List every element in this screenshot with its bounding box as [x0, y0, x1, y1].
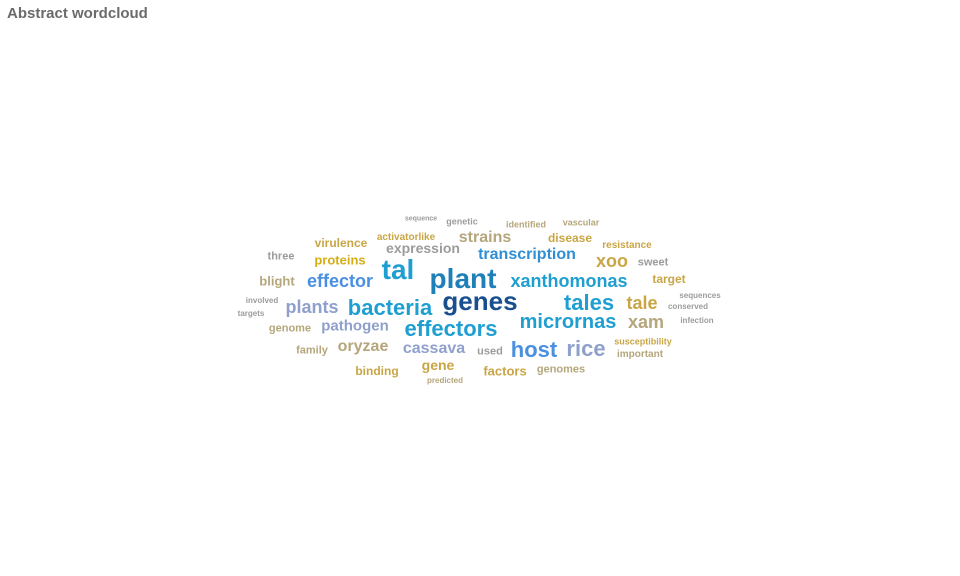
word-sequence: sequence: [404, 215, 438, 223]
word-strains: strains: [458, 229, 512, 246]
word-tales: tales: [563, 290, 615, 315]
word-cassava: cassava: [402, 340, 466, 357]
word-blight: blight: [259, 273, 295, 289]
word-pathogen: pathogen: [321, 317, 389, 335]
word-genes: genes: [442, 286, 518, 316]
word-xoo: xoo: [595, 251, 629, 271]
word-conserved: conserved: [667, 302, 709, 311]
word-proteins: proteins: [314, 252, 366, 268]
word-transcription: transcription: [478, 246, 576, 263]
word-used: used: [477, 345, 503, 358]
word-bacteria: bacteria: [347, 295, 433, 320]
word-target: target: [652, 272, 686, 286]
word-infection: infection: [680, 316, 714, 325]
word-effectors: effectors: [404, 316, 498, 341]
word-xam: xam: [627, 312, 665, 332]
word-important: important: [616, 349, 664, 360]
word-xanthomonas: xanthomonas: [510, 271, 628, 291]
word-susceptibility: susceptibility: [614, 336, 672, 347]
word-disease: disease: [547, 231, 593, 245]
word-sequences: sequences: [679, 291, 721, 300]
word-factors: factors: [483, 363, 527, 379]
word-involved: involved: [245, 296, 279, 305]
word-family: family: [296, 344, 328, 357]
word-sweet: sweet: [637, 256, 669, 269]
word-resistance: resistance: [602, 240, 652, 251]
word-gene: gene: [421, 357, 455, 373]
word-micrornas: micrornas: [519, 311, 617, 333]
word-virulence: virulence: [314, 236, 368, 250]
word-genomes: genomes: [536, 363, 586, 376]
word-plant: plant: [429, 263, 497, 294]
word-three: three: [267, 250, 295, 263]
word-vascular: vascular: [562, 217, 600, 228]
word-tale: tale: [626, 293, 658, 313]
word-identified: identified: [506, 219, 546, 230]
word-genome: genome: [268, 322, 312, 335]
chart-title: Abstract wordcloud: [7, 5, 148, 22]
word-targets: targets: [237, 309, 265, 318]
word-genetic: genetic: [446, 216, 478, 227]
word-activatorlike: activatorlike: [376, 232, 436, 243]
word-host: host: [510, 337, 558, 362]
word-expression: expression: [386, 240, 460, 256]
word-rice: rice: [566, 336, 606, 361]
word-binding: binding: [355, 364, 399, 378]
word-oryzae: oryzae: [337, 338, 389, 355]
word-tal: tal: [381, 254, 415, 285]
word-effector: effector: [306, 271, 374, 291]
word-predicted: predicted: [426, 376, 464, 385]
word-plants: plants: [285, 297, 339, 317]
